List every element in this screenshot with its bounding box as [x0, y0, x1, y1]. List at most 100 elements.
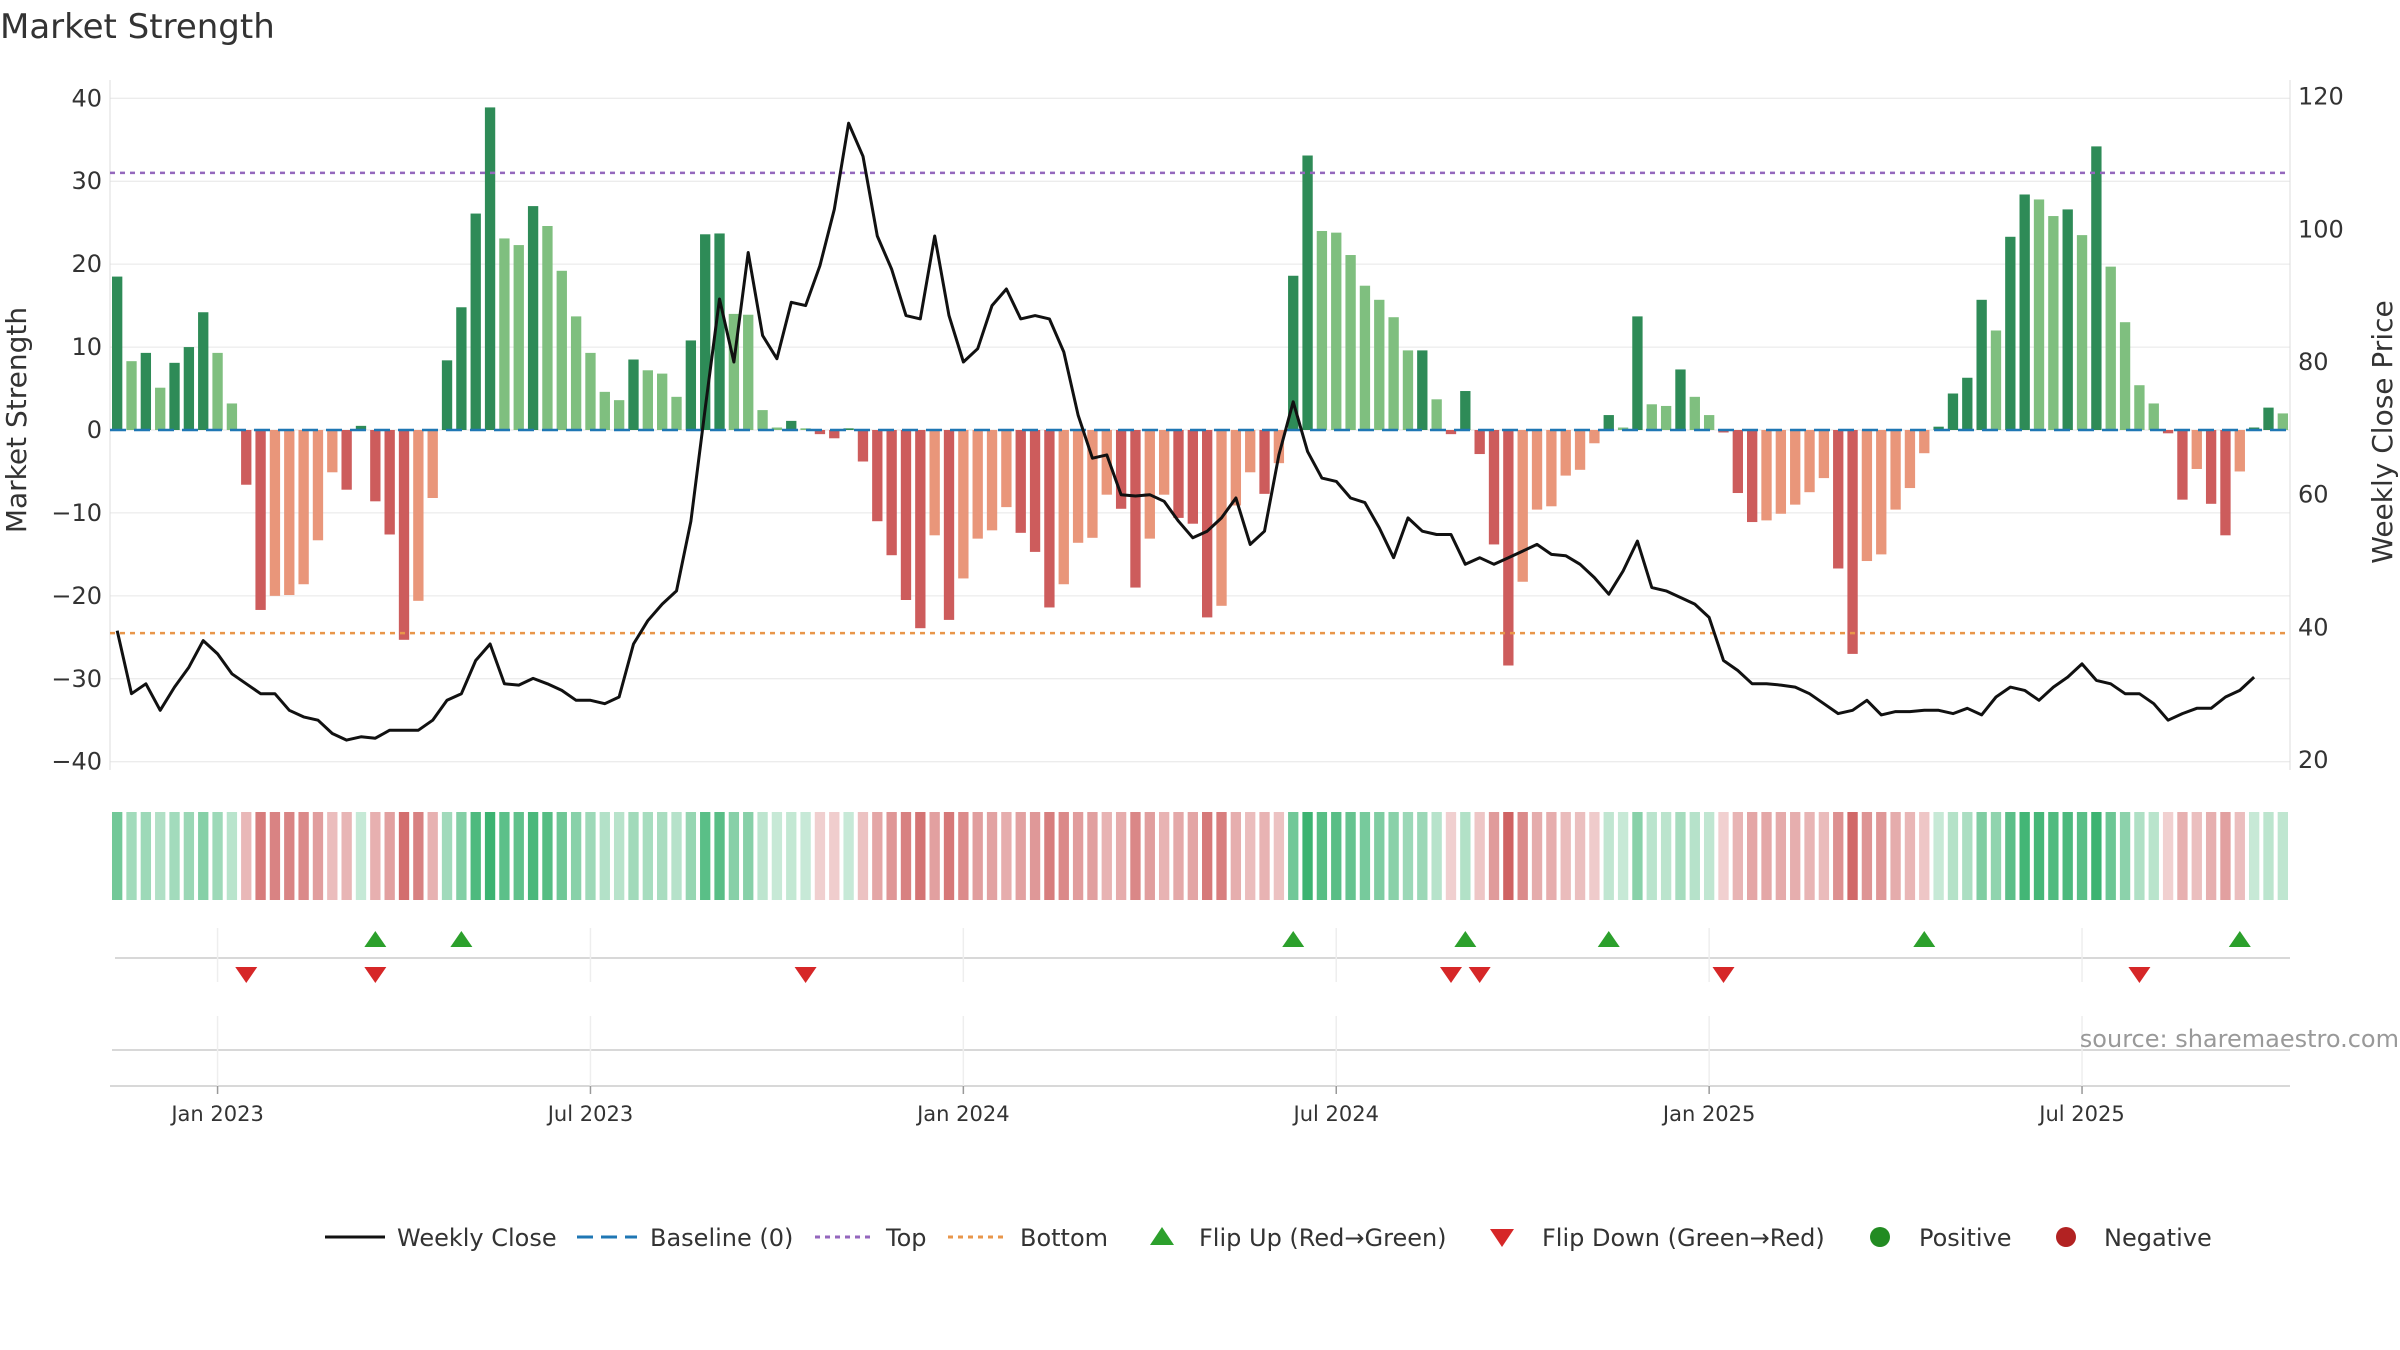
y2-tick-label: 100 — [2298, 215, 2344, 243]
heat-cell — [1130, 812, 1141, 900]
heat-cell — [1402, 812, 1414, 900]
heat-cell — [814, 812, 826, 900]
strength-bar — [1560, 430, 1571, 476]
strength-bar — [2019, 194, 2030, 430]
heat-cell — [2091, 812, 2102, 900]
heat-cell — [1546, 812, 1557, 900]
strength-bar — [886, 430, 897, 556]
heat-cell — [2234, 812, 2245, 900]
heat-cell — [413, 812, 424, 900]
heat-cell — [355, 812, 367, 900]
strength-bar — [671, 396, 682, 430]
heat-cell — [1202, 812, 1213, 900]
strength-bar — [2205, 430, 2217, 504]
heat-cell — [1388, 812, 1399, 900]
heat-cell — [298, 812, 309, 900]
heat-cell — [1359, 812, 1371, 900]
heat-cell — [829, 812, 840, 900]
heat-cell — [1990, 812, 2002, 900]
heat-cell — [1517, 812, 1528, 900]
heat-cell — [786, 812, 797, 900]
strength-bar — [1460, 391, 1471, 430]
strength-bar — [1761, 430, 1772, 521]
strength-bar — [1202, 430, 1213, 618]
heat-cell — [255, 812, 266, 900]
source-note: source: sharemaestro.com — [2080, 1025, 2399, 1053]
strength-bar — [2277, 413, 2288, 430]
strength-bar — [1288, 275, 1299, 430]
strength-bar — [1187, 430, 1198, 524]
x-axis-ticks: Jan 2023 Jul 2023 Jan 2024 Jul 2024 Jan 2025… — [169, 1086, 2125, 1126]
strength-bar — [757, 410, 768, 430]
heat-cell — [714, 812, 725, 900]
heat-cell — [1718, 812, 1729, 900]
legend-positive-swatch — [1870, 1227, 1890, 1247]
strength-bar — [456, 307, 467, 430]
legend-top-label: Top — [885, 1224, 927, 1252]
y-tick-label: −20 — [51, 582, 102, 610]
strength-bar — [1517, 430, 1528, 582]
heat-cell — [2019, 812, 2030, 900]
heat-cell — [800, 812, 811, 900]
heat-cell — [613, 812, 625, 900]
strength-bar — [140, 352, 152, 430]
heat-cell — [771, 812, 783, 900]
heat-cell — [1331, 812, 1342, 900]
flip-up-marker — [364, 931, 387, 947]
heat-cell — [1488, 812, 1500, 900]
strength-bar — [2162, 430, 2174, 434]
strength-bar — [2033, 199, 2045, 430]
strength-bar — [2105, 266, 2116, 430]
y-tick-label: 40 — [71, 84, 102, 112]
heat-cell — [226, 812, 238, 900]
strength-bar — [1732, 430, 1743, 494]
strength-bar — [1431, 399, 1442, 430]
heat-cell — [198, 812, 209, 900]
strength-bar — [786, 420, 797, 430]
strength-bar — [341, 430, 352, 490]
heat-cell — [1933, 812, 1944, 900]
heat-cell — [1589, 812, 1600, 900]
flip-down-marker — [1439, 967, 1462, 983]
strength-bar — [1804, 430, 1815, 493]
heat-cell — [728, 812, 740, 900]
flip-down-marker — [794, 967, 817, 983]
strength-bar — [370, 430, 381, 502]
heat-cell — [2005, 812, 2016, 900]
heat-cell — [642, 812, 653, 900]
legend-positive-label: Positive — [1919, 1224, 2012, 1252]
heat-cell — [1560, 812, 1571, 900]
x-tick-label: Jan 2025 — [1661, 1102, 1756, 1126]
heat-cell — [2277, 812, 2288, 900]
strength-bar — [1675, 369, 1686, 430]
flip-down-marker — [235, 967, 258, 983]
strength-bar — [1072, 430, 1084, 543]
strength-bar — [1861, 430, 1873, 562]
heat-cell — [1187, 812, 1198, 900]
left-axis-ticks: 40 30 20 10 0 −10 −20 −30 −40 — [51, 84, 102, 775]
heat-cell — [169, 812, 180, 900]
legend-flip-up-swatch — [1150, 1227, 1174, 1245]
heat-cell — [2062, 812, 2073, 900]
flip-up-marker — [1597, 931, 1620, 947]
legend-negative-label: Negative — [2104, 1224, 2212, 1252]
strength-bar — [155, 387, 166, 430]
flip-down-marker — [364, 967, 387, 983]
strength-bar — [1044, 430, 1055, 608]
heat-cell — [1316, 812, 1328, 900]
strength-bar — [241, 430, 252, 485]
strength-bar — [800, 428, 811, 430]
legend-bottom-label: Bottom — [1020, 1224, 1108, 1252]
heat-cell — [2205, 812, 2217, 900]
heat-cell — [1689, 812, 1700, 900]
strength-bar — [470, 213, 481, 430]
strength-bar — [843, 428, 854, 430]
heat-cell — [2177, 812, 2188, 900]
heat-cell — [269, 812, 281, 900]
y-tick-label: 20 — [71, 250, 102, 278]
strength-bar — [1158, 430, 1170, 495]
strength-bar — [2091, 146, 2102, 430]
strength-bar — [556, 270, 567, 430]
strength-bar — [900, 430, 912, 600]
